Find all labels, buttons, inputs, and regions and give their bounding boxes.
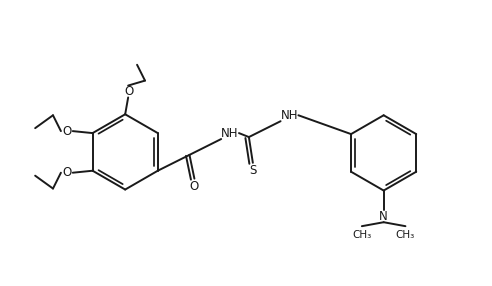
Text: N: N <box>379 210 388 223</box>
Text: CH₃: CH₃ <box>396 230 415 240</box>
Text: NH: NH <box>281 109 298 122</box>
Text: O: O <box>62 166 71 179</box>
Text: O: O <box>124 85 134 98</box>
Text: CH₃: CH₃ <box>352 230 371 240</box>
Text: O: O <box>190 180 199 193</box>
Text: O: O <box>62 125 71 138</box>
Text: NH: NH <box>221 127 239 140</box>
Text: S: S <box>249 164 256 177</box>
